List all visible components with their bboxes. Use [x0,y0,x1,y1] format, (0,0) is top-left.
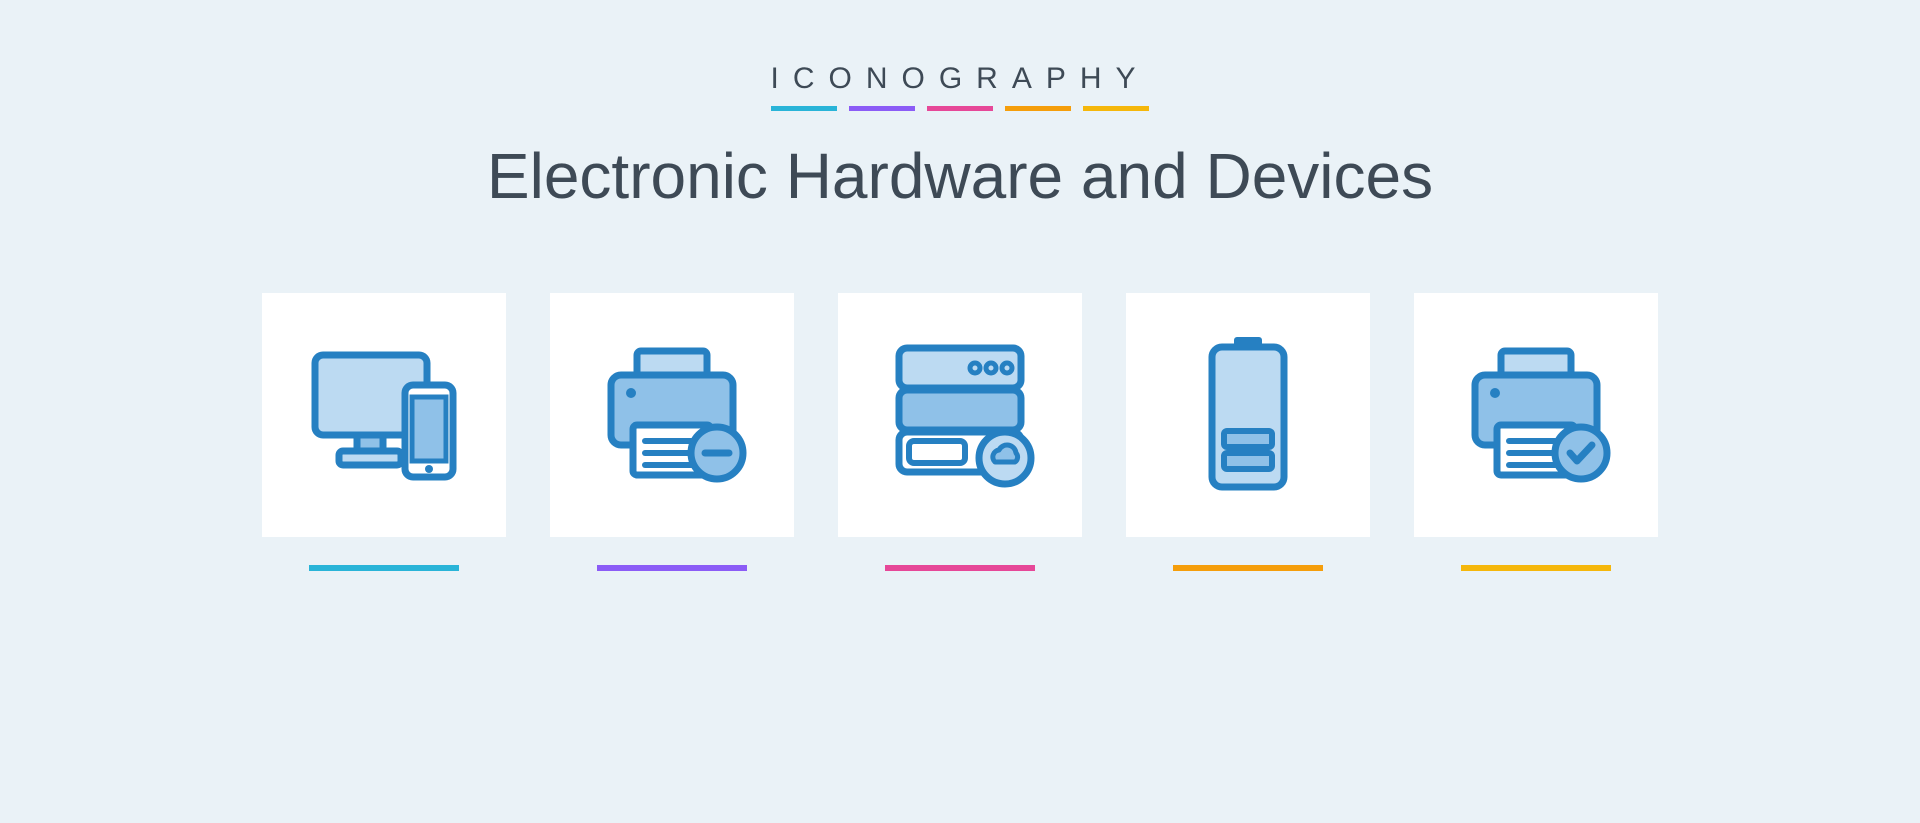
card-accent-bar [597,565,747,571]
battery-half-icon [1198,335,1298,495]
icon-card [550,293,794,571]
icon-card [838,293,1082,571]
card-body [262,293,506,537]
cards-row [262,293,1658,571]
brand-underline-seg [1083,106,1149,111]
icon-card [262,293,506,571]
brand-underline-seg [771,106,837,111]
card-accent-bar [885,565,1035,571]
card-accent-bar [1461,565,1611,571]
card-body [1126,293,1370,537]
printer-remove-icon [597,345,747,485]
printer-check-icon [1461,345,1611,485]
icon-card [1126,293,1370,571]
card-body [838,293,1082,537]
brand-underline-seg [849,106,915,111]
server-cloud-icon [885,340,1035,490]
card-accent-bar [309,565,459,571]
page-title: Electronic Hardware and Devices [487,139,1433,213]
icon-card [1414,293,1658,571]
devices-computer-phone-icon [309,345,459,485]
card-body [550,293,794,537]
card-accent-bar [1173,565,1323,571]
header: ICONOGRAPHY Electronic Hardware and Devi… [487,62,1433,213]
brand-underline [771,106,1149,111]
brand-underline-seg [1005,106,1071,111]
brand-label: ICONOGRAPHY [770,62,1149,96]
card-body [1414,293,1658,537]
brand-underline-seg [927,106,993,111]
